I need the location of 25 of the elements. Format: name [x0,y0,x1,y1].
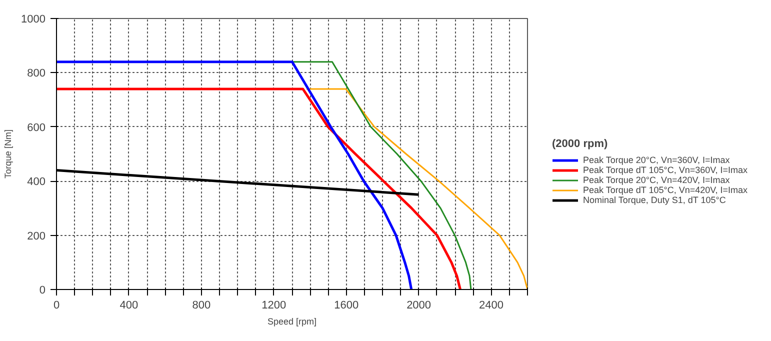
legend-label: Peak Torque 20°C, Vn=420V, I=Imax [583,175,730,185]
legend-title: (2000 rpm) [552,138,609,150]
line-series [56,88,462,290]
legend-label: Peak Torque 20°C, Vn=360V, I=Imax [583,155,730,165]
line-series [56,60,413,290]
legend-label: Peak Torque dT 105°C, Vn=420V, I=Imax [583,185,748,195]
y-tick-label: 200 [27,230,46,242]
line-series [306,88,528,290]
x-tick-label: 800 [192,300,211,312]
x-tick-label: 400 [120,300,138,312]
x-tick-label: 2000 [406,300,432,312]
y-tick-label: 400 [27,176,46,188]
y-tick-label: 0 [39,284,46,296]
legend-label: Peak Torque dT 105°C, Vn=360V, I=Imax [583,165,748,175]
x-tick-label: 1600 [334,300,359,312]
y-axis-title: Torque [Nm] [3,129,14,179]
line-series [291,61,472,290]
y-tick-label: 800 [27,68,46,80]
x-axis-title: Speed [rpm] [267,316,317,326]
legend-label: Nominal Torque, Duty S1, dT 105°C [583,195,726,205]
x-tick-label: 2400 [479,300,504,312]
x-tick-label: 0 [53,300,60,312]
y-tick-label: 1000 [21,14,46,26]
y-tick-label: 600 [27,122,46,134]
x-tick-label: 1200 [262,300,286,312]
